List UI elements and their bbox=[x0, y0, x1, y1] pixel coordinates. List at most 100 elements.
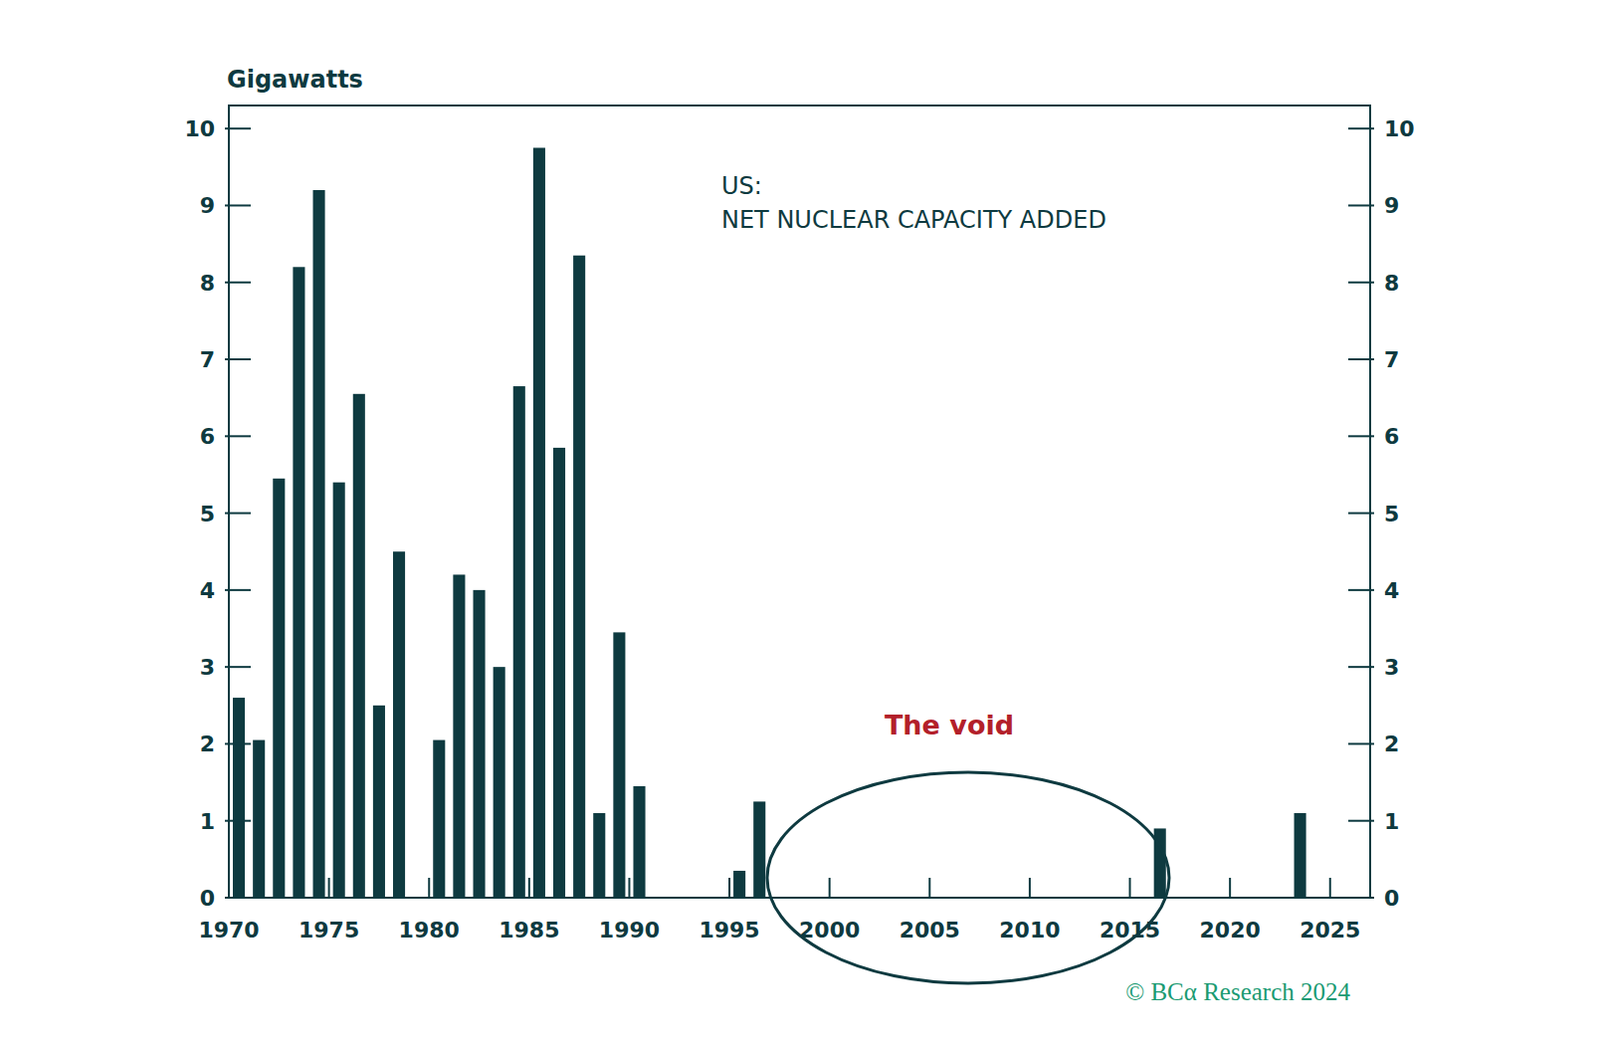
bar bbox=[252, 740, 265, 898]
y2-tick-label: 1 bbox=[1384, 808, 1400, 834]
x-tick-label: 1970 bbox=[198, 917, 259, 943]
bar bbox=[1174, 897, 1187, 899]
x-tick bbox=[1228, 877, 1231, 898]
bar bbox=[833, 897, 846, 899]
bar bbox=[1273, 897, 1286, 899]
x-tick bbox=[728, 877, 731, 898]
bar bbox=[1113, 897, 1126, 899]
y-tick-label: 2 bbox=[200, 731, 215, 757]
y2-tick bbox=[1348, 358, 1375, 361]
bar bbox=[472, 590, 485, 898]
subtitle: NET NUCLEAR CAPACITY ADDED bbox=[721, 205, 1107, 234]
chart: 0123456789100123456789101970197519801985… bbox=[0, 0, 1600, 1045]
bar bbox=[1213, 897, 1226, 899]
x-tick bbox=[627, 877, 630, 898]
y-tick bbox=[224, 358, 251, 361]
plot-frame bbox=[228, 105, 1371, 898]
bar bbox=[974, 897, 987, 899]
bar bbox=[1253, 897, 1266, 899]
y2-tick-label: 4 bbox=[1384, 578, 1400, 603]
bar bbox=[1053, 897, 1066, 899]
y2-tick bbox=[1348, 203, 1375, 206]
bar bbox=[773, 897, 786, 899]
x-tick bbox=[328, 877, 331, 898]
bar bbox=[873, 897, 886, 899]
y-tick bbox=[224, 281, 251, 284]
bar bbox=[393, 551, 405, 898]
bar bbox=[813, 897, 826, 899]
x-tick bbox=[928, 877, 931, 898]
bar bbox=[612, 631, 625, 898]
x-tick bbox=[828, 877, 831, 898]
y2-tick-label: 10 bbox=[1384, 116, 1415, 142]
y2-tick-label: 2 bbox=[1384, 731, 1400, 757]
y2-tick-label: 7 bbox=[1384, 347, 1400, 373]
x-tick-label: 2020 bbox=[1200, 917, 1261, 943]
y2-tick bbox=[1348, 512, 1375, 515]
bar bbox=[513, 386, 526, 898]
x-tick bbox=[427, 877, 430, 898]
y2-tick-label: 6 bbox=[1384, 423, 1400, 449]
x-tick bbox=[1028, 877, 1031, 898]
bar bbox=[353, 394, 366, 898]
y2-tick-label: 0 bbox=[1384, 885, 1400, 911]
bar bbox=[673, 897, 686, 899]
y2-tick bbox=[1348, 127, 1375, 130]
bar bbox=[713, 897, 726, 899]
y-tick bbox=[224, 512, 251, 515]
bar bbox=[953, 897, 966, 899]
y-tick-label: 7 bbox=[200, 347, 215, 373]
y2-tick bbox=[1348, 742, 1375, 745]
y2-tick-label: 9 bbox=[1384, 193, 1400, 218]
title: US: bbox=[721, 172, 763, 200]
bar bbox=[693, 897, 706, 899]
x-tick-label: 2010 bbox=[999, 917, 1060, 943]
y-tick bbox=[224, 742, 251, 745]
y-axis-label: Gigawatts bbox=[226, 65, 364, 94]
bar bbox=[933, 897, 946, 899]
bar bbox=[272, 478, 285, 898]
bar bbox=[292, 266, 305, 898]
y-tick bbox=[224, 434, 251, 437]
bars bbox=[232, 148, 1307, 898]
y-tick bbox=[224, 819, 251, 822]
x-tick bbox=[227, 877, 230, 898]
bar bbox=[913, 897, 926, 899]
x-tick bbox=[1329, 877, 1332, 898]
bar bbox=[452, 574, 465, 898]
x-tick-label: 1995 bbox=[698, 917, 760, 943]
bar bbox=[432, 740, 445, 898]
bar bbox=[653, 897, 666, 899]
y2-tick bbox=[1348, 589, 1375, 592]
y-tick-label: 8 bbox=[200, 270, 215, 296]
bar bbox=[1134, 897, 1147, 899]
bar bbox=[373, 705, 386, 898]
bar bbox=[232, 697, 245, 898]
x-tick-label: 2005 bbox=[899, 917, 961, 943]
x-tick-label: 1990 bbox=[599, 917, 660, 943]
x-tick-label: 1975 bbox=[298, 917, 360, 943]
y2-tick bbox=[1348, 819, 1375, 822]
bar bbox=[1033, 897, 1046, 899]
y2-tick bbox=[1348, 434, 1375, 437]
x-tick bbox=[528, 877, 531, 898]
y2-tick-label: 3 bbox=[1384, 654, 1400, 680]
bar bbox=[412, 897, 425, 899]
y-tick bbox=[224, 665, 251, 668]
bar bbox=[733, 870, 746, 898]
y-tick bbox=[224, 589, 251, 592]
y-tick-label: 10 bbox=[184, 116, 215, 142]
y-tick bbox=[224, 203, 251, 206]
bar bbox=[1294, 812, 1307, 898]
bar bbox=[853, 897, 866, 899]
y-tick-label: 4 bbox=[200, 578, 215, 603]
y2-tick bbox=[1348, 665, 1375, 668]
x-tick-label: 2000 bbox=[799, 917, 860, 943]
y2-tick-label: 8 bbox=[1384, 270, 1400, 296]
y-tick-label: 9 bbox=[200, 193, 215, 218]
bar bbox=[793, 897, 805, 899]
bar bbox=[313, 190, 326, 898]
bar bbox=[1233, 897, 1246, 899]
y-tick-label: 1 bbox=[200, 808, 215, 834]
bar bbox=[553, 447, 566, 898]
